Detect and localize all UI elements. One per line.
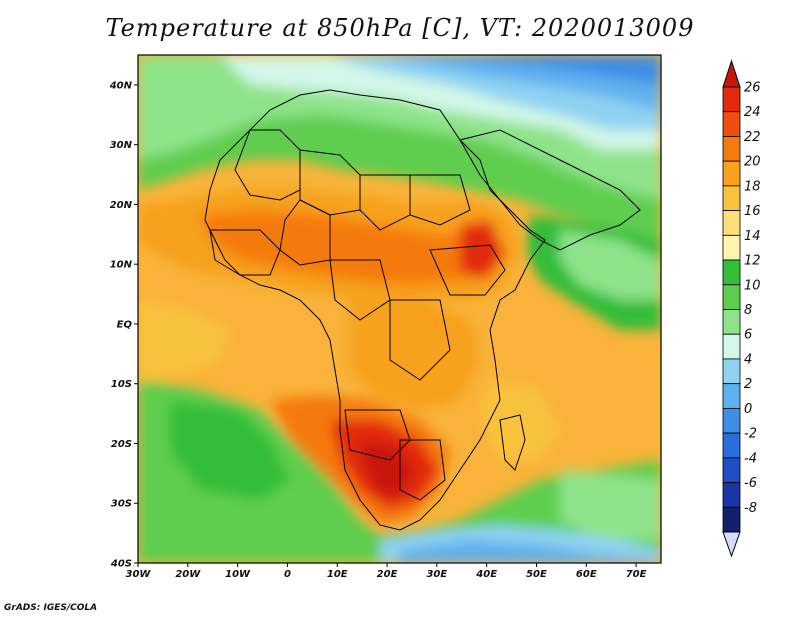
colorbar-swatch — [722, 383, 741, 409]
plot-frame — [137, 54, 662, 564]
madagascar-coastline — [499, 414, 526, 471]
colorbar-label: 8 — [744, 303, 752, 318]
coastlines — [204, 89, 641, 531]
border-3 — [359, 174, 411, 231]
lon-tick-label: 30E — [426, 569, 447, 580]
colorbar-label: 20 — [744, 155, 761, 170]
lat-tick-label: 10N — [110, 260, 133, 271]
lat-tick-label: 30N — [110, 140, 133, 151]
colorbar-label: 24 — [744, 105, 761, 120]
lat-tick-label: 20N — [110, 200, 133, 211]
colorbar-label: 16 — [744, 204, 761, 219]
grads-credit: GrADS: IGES/COLA — [4, 603, 98, 613]
border-9 — [399, 439, 446, 501]
colorbar-label: 4 — [744, 352, 752, 367]
colorbar-label: -8 — [744, 501, 757, 516]
colorbar-swatch — [722, 210, 741, 236]
lon-tick-label: 10W — [225, 569, 251, 580]
colorbar-top-arrow — [722, 59, 741, 88]
colorbar-swatch — [722, 358, 741, 385]
lon-tick-label: 70E — [626, 569, 647, 580]
colorbar-swatch — [722, 185, 741, 212]
lon-tick-label: 20W — [175, 569, 201, 580]
lat-tick-label: 40S — [110, 559, 132, 570]
colorbar-swatch — [722, 284, 741, 310]
colorbar-swatch — [722, 160, 741, 187]
border-6 — [329, 259, 391, 321]
colorbar-label: -6 — [744, 476, 757, 491]
lon-tick-label: 40E — [475, 569, 497, 580]
lat-tick-label: 20S — [111, 439, 132, 450]
lat-tick-label: 40N — [109, 80, 133, 91]
colorbar-label: 6 — [744, 328, 752, 343]
colorbar-swatch — [722, 309, 741, 335]
lon-tick-label: 20E — [377, 569, 398, 580]
lon-tick-label: 60E — [576, 569, 597, 580]
lon-tick-label: 0 — [284, 569, 291, 580]
border-4 — [409, 174, 471, 226]
border-10 — [209, 229, 281, 276]
lon-tick-label: 50E — [526, 569, 547, 580]
lon-tick-label: 30W — [126, 569, 152, 580]
lat-tick-label: 10S — [111, 379, 132, 390]
map-title: Temperature at 850hPa [C], VT: 202001300… — [105, 14, 695, 42]
colorbar-swatch — [722, 234, 741, 261]
colorbar-label: 10 — [744, 278, 761, 293]
border-5 — [279, 199, 331, 266]
colorbar-swatch — [722, 333, 741, 360]
lat-tick-label: 30S — [111, 499, 132, 510]
africa-coastline — [204, 89, 546, 531]
colorbar-swatch — [722, 136, 741, 162]
temperature-field — [138, 55, 661, 563]
colorbar-bottom-arrow — [722, 531, 741, 558]
lon-tick-label: 10E — [327, 569, 348, 580]
lat-tick-label: EQ — [117, 319, 133, 330]
colorbar-swatch — [722, 432, 741, 459]
latitude-axis: 40N 30N 20N 10N EQ 10S 20S 30S 40S — [109, 80, 138, 570]
border-1 — [234, 129, 301, 201]
border-7 — [389, 299, 451, 381]
colorbar-label: 2 — [744, 377, 752, 392]
colorbar-swatch — [722, 457, 741, 483]
colorbar-label: 0 — [744, 402, 752, 417]
colorbar-swatch — [722, 259, 741, 286]
colorbar-label: 18 — [744, 179, 761, 194]
arabia-coastline — [459, 129, 641, 251]
longitude-axis: 30W 20W 10W 0 10E 20E 30E 40E 50E 60E 70E — [126, 563, 647, 580]
colorbar-label: 14 — [744, 229, 761, 244]
colorbar-swatch — [722, 111, 741, 137]
colorbar-swatch — [722, 506, 741, 533]
colorbar-swatch — [722, 86, 741, 113]
colorbar-label: 26 — [744, 81, 761, 96]
colorbar-label: 22 — [744, 130, 761, 145]
colorbar-label: -2 — [744, 427, 757, 442]
colorbar-label: -4 — [744, 451, 757, 466]
colorbar-label: 12 — [744, 254, 761, 269]
colorbar-swatch — [722, 482, 741, 508]
border-11 — [429, 244, 506, 296]
colorbar-swatch — [722, 407, 741, 434]
